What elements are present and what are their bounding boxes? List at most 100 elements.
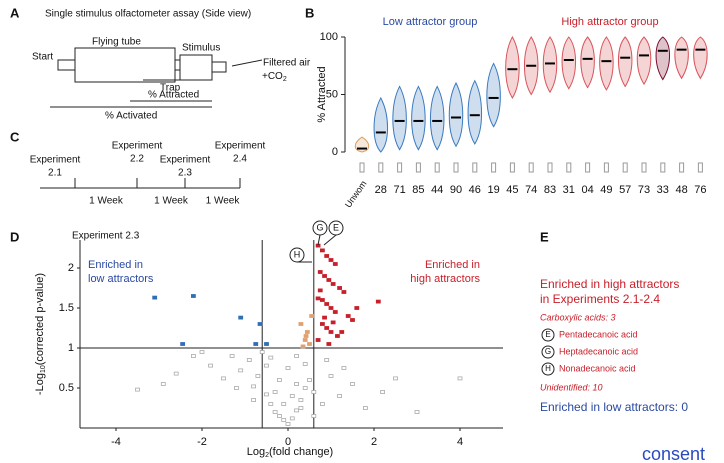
- x-tick-label: 85: [412, 184, 424, 196]
- point: [332, 262, 338, 266]
- label: Experiment: [112, 141, 163, 152]
- label: Trap: [160, 83, 181, 94]
- axis-label: 2: [265, 452, 269, 459]
- annotation: E: [333, 222, 339, 232]
- chart-subtitle: Experiment 2.3: [72, 231, 140, 242]
- badge: [541, 345, 555, 359]
- violin: [467, 79, 482, 145]
- x-tick-label: 0: [285, 436, 291, 448]
- point: [341, 366, 347, 370]
- heading: in Experiments 2.1-2.4: [540, 292, 660, 306]
- badge-label: E: [545, 330, 550, 339]
- icon: [378, 162, 384, 173]
- icon: [660, 162, 666, 173]
- badge: [289, 247, 305, 263]
- x-tick-label: 19: [487, 184, 499, 196]
- label: 1 Week: [206, 196, 241, 207]
- label: low attractors: [88, 273, 154, 285]
- point: [309, 314, 315, 318]
- badge-label: H: [545, 364, 551, 373]
- label: Flying tube: [92, 37, 141, 48]
- panel-letter: E: [540, 229, 549, 244]
- x-tick-label: Unwom: [343, 179, 369, 210]
- consent-link[interactable]: consent: [642, 444, 705, 463]
- group-label: Low attractor group: [383, 16, 478, 28]
- point: [324, 302, 330, 306]
- icon: [472, 162, 478, 173]
- point: [238, 315, 244, 320]
- point: [199, 350, 205, 354]
- x-tick-label: 46: [469, 184, 481, 196]
- label: 2: [283, 76, 287, 83]
- point: [319, 248, 325, 253]
- violin: [561, 36, 577, 90]
- label: Enriched in low attractors: 0: [540, 400, 688, 414]
- point: [268, 402, 274, 406]
- point: [289, 416, 295, 421]
- group-label: High attractor group: [561, 16, 658, 28]
- icon: [528, 162, 534, 173]
- point: [335, 334, 340, 338]
- panel-letter: D: [10, 229, 19, 244]
- point: [257, 322, 263, 326]
- point: [285, 422, 291, 426]
- violin: [599, 36, 614, 91]
- badge: [541, 328, 555, 342]
- axis-label: Log: [247, 446, 265, 458]
- point: [307, 378, 312, 382]
- badge: [541, 362, 555, 376]
- panel-title: Single stimulus olfactometer assay (Side…: [45, 9, 251, 20]
- x-tick-label: 45: [506, 184, 518, 196]
- point: [281, 402, 287, 406]
- point: [302, 386, 308, 390]
- axis-label: -Log: [34, 373, 46, 395]
- x-tick-label: 48: [675, 184, 687, 196]
- point: [208, 363, 214, 368]
- y-tick-label: 0: [332, 146, 338, 158]
- x-tick-label: 73: [638, 184, 650, 196]
- icon: [585, 162, 591, 173]
- point: [160, 382, 166, 386]
- violin: [486, 62, 501, 128]
- point: [319, 298, 325, 302]
- point: [354, 306, 360, 310]
- point: [302, 338, 308, 342]
- panel-letter: A: [10, 5, 20, 20]
- point: [294, 408, 300, 413]
- point: [221, 376, 226, 381]
- point: [268, 355, 274, 360]
- point: [304, 330, 310, 334]
- point: [345, 314, 351, 318]
- label: Enriched in: [425, 259, 480, 271]
- label: 1 Week: [154, 196, 189, 207]
- point: [289, 394, 295, 398]
- x-tick-label: 4: [457, 436, 463, 448]
- heading: Enriched in high attractors: [540, 277, 679, 291]
- icon: [453, 162, 459, 173]
- point: [294, 382, 300, 386]
- label: 2.4: [233, 154, 247, 165]
- label: 2.2: [130, 154, 144, 165]
- panel-letter: C: [10, 129, 20, 144]
- label: 2.3: [178, 168, 192, 179]
- point: [414, 410, 420, 414]
- violin: [636, 36, 652, 86]
- point: [276, 378, 282, 382]
- x-tick-label: 31: [563, 184, 575, 196]
- label: Heptadecanoic acid: [559, 346, 638, 356]
- badge: [312, 220, 328, 236]
- label: Filtered air: [263, 58, 311, 69]
- point: [311, 390, 317, 394]
- point: [311, 414, 317, 418]
- point: [380, 390, 386, 394]
- label: Enriched in: [88, 259, 143, 271]
- violin: [580, 36, 595, 89]
- icon: [641, 162, 647, 173]
- label: Experiment: [215, 141, 266, 152]
- point: [328, 258, 334, 262]
- label: Unidentified: 10: [540, 382, 603, 392]
- y-tick-label: 1: [68, 342, 74, 354]
- violin: [392, 85, 407, 151]
- x-tick-label: 28: [375, 184, 387, 196]
